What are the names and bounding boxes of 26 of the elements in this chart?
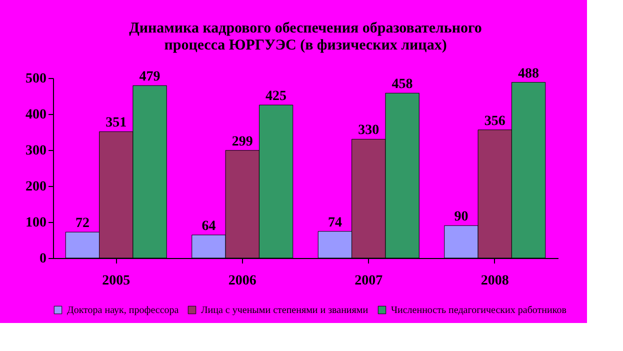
y-tick-label: 100 <box>26 216 46 230</box>
chart-title: Динамика кадрового обеспечения образовательного процесса ЮРГУЭС (в физических лицах) <box>129 20 482 54</box>
data-label: 72 <box>75 216 90 232</box>
y-tick-label: 400 <box>26 108 46 122</box>
x-tick-label: 2006 <box>228 274 256 288</box>
data-label: 351 <box>106 116 127 131</box>
data-label: 458 <box>392 77 413 92</box>
data-label: 488 <box>518 66 540 82</box>
legend-label: Доктора наук, профессора <box>67 305 180 316</box>
data-label: 90 <box>454 210 468 225</box>
data-label: 330 <box>358 123 380 138</box>
data-label: 425 <box>266 89 287 104</box>
x-tick-label: 2005 <box>102 274 130 288</box>
y-tick-label: 200 <box>26 180 46 194</box>
data-label: 299 <box>232 134 253 150</box>
data-label: 64 <box>202 218 216 234</box>
y-tick-label: 500 <box>26 72 46 86</box>
legend-label: Лица с учеными степенями и званиями <box>201 305 369 316</box>
x-tick-label: 2008 <box>480 274 509 288</box>
y-tick-label: 300 <box>26 144 46 158</box>
data-label: 479 <box>139 70 160 85</box>
legend-label: Численность педагогических работников <box>391 305 567 316</box>
y-tick-label: 0 <box>40 252 46 266</box>
data-label: 74 <box>328 215 342 230</box>
data-label: 356 <box>484 114 506 129</box>
x-tick-label: 2007 <box>354 274 383 288</box>
